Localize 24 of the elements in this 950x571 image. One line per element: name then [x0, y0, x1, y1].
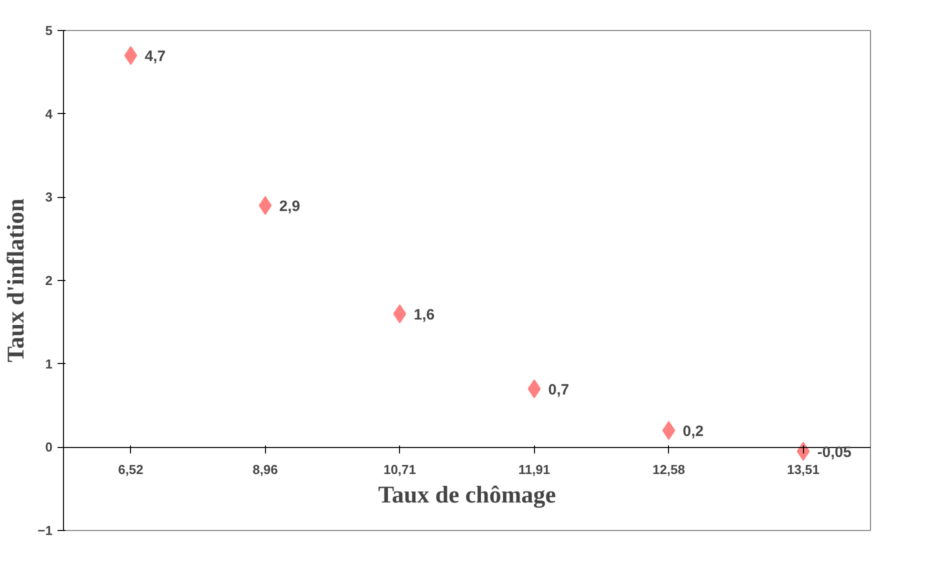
- x-tick-label: 13,51: [786, 462, 820, 478]
- y-tick-label: −1: [38, 523, 53, 538]
- y-tick-label: 1: [45, 356, 53, 372]
- text: 4,7: [144, 48, 166, 65]
- text: -0,05: [817, 444, 852, 461]
- y-axis-title: Taux d'inflation: [4, 198, 30, 362]
- text: 0,2: [682, 423, 704, 440]
- y-tick-label: 0: [45, 440, 53, 455]
- text: 2,9: [279, 198, 300, 215]
- x-tick-label: 12,58: [652, 462, 686, 478]
- point: [662, 421, 676, 440]
- text: 1,6: [414, 306, 435, 324]
- x-tick-label: 11,91: [518, 462, 550, 478]
- point: [124, 46, 138, 65]
- y-tick-label: 4: [45, 106, 54, 122]
- x-tick-label: 6,52: [118, 462, 144, 478]
- y-tick-label: 2: [45, 273, 53, 288]
- x-tick-label: 10,71: [383, 462, 416, 478]
- y-tick-label: 3: [45, 190, 53, 205]
- x-axis-title: Taux de chômage: [378, 482, 556, 508]
- point: [258, 196, 272, 215]
- y-tick-label: 5: [45, 23, 53, 38]
- text: 0,7: [548, 381, 570, 398]
- x-tick-label: 8,96: [252, 462, 278, 478]
